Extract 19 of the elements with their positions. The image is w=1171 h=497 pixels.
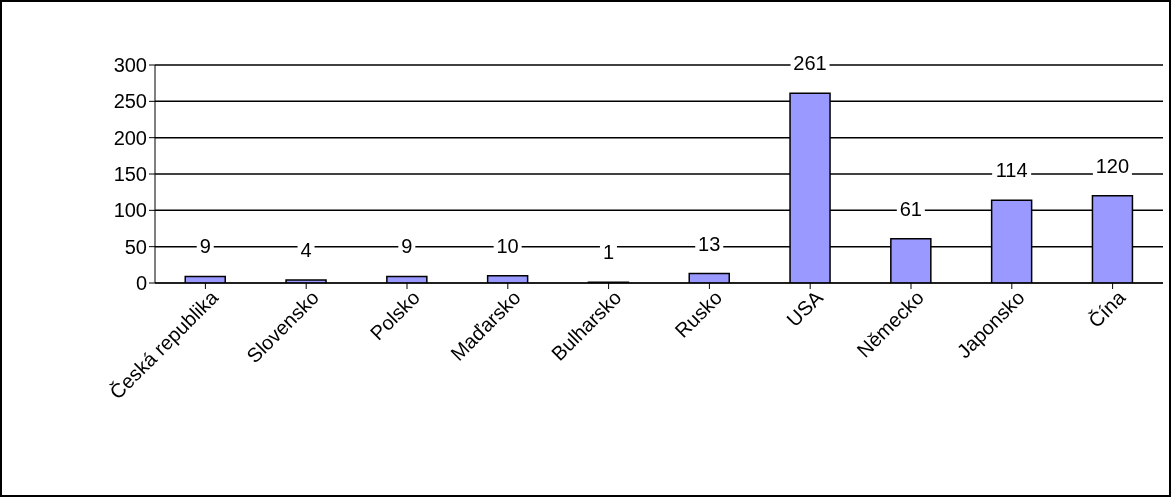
y-tick-label: 150: [113, 163, 147, 186]
y-tick-label: 250: [113, 90, 147, 113]
x-tick-label: Čína: [1084, 285, 1131, 332]
data-label: 4: [300, 239, 312, 262]
data-label: 9: [401, 235, 413, 258]
y-tick-label: 100: [113, 199, 147, 222]
data-label: 61: [899, 197, 922, 220]
data-label: 261: [793, 52, 827, 75]
y-tick-label: 200: [113, 126, 147, 149]
y-tick-label: 0: [135, 272, 147, 295]
data-label: 9: [199, 235, 211, 258]
data-label: 13: [698, 232, 721, 255]
y-tick-label: 300: [113, 54, 147, 77]
data-label: 120: [1095, 154, 1130, 177]
x-tick-label: USA: [782, 285, 828, 331]
data-label: 1: [602, 241, 614, 264]
data-label: 10: [496, 234, 519, 257]
data-label: 114: [995, 159, 1028, 182]
y-tick-label: 50: [124, 235, 147, 258]
